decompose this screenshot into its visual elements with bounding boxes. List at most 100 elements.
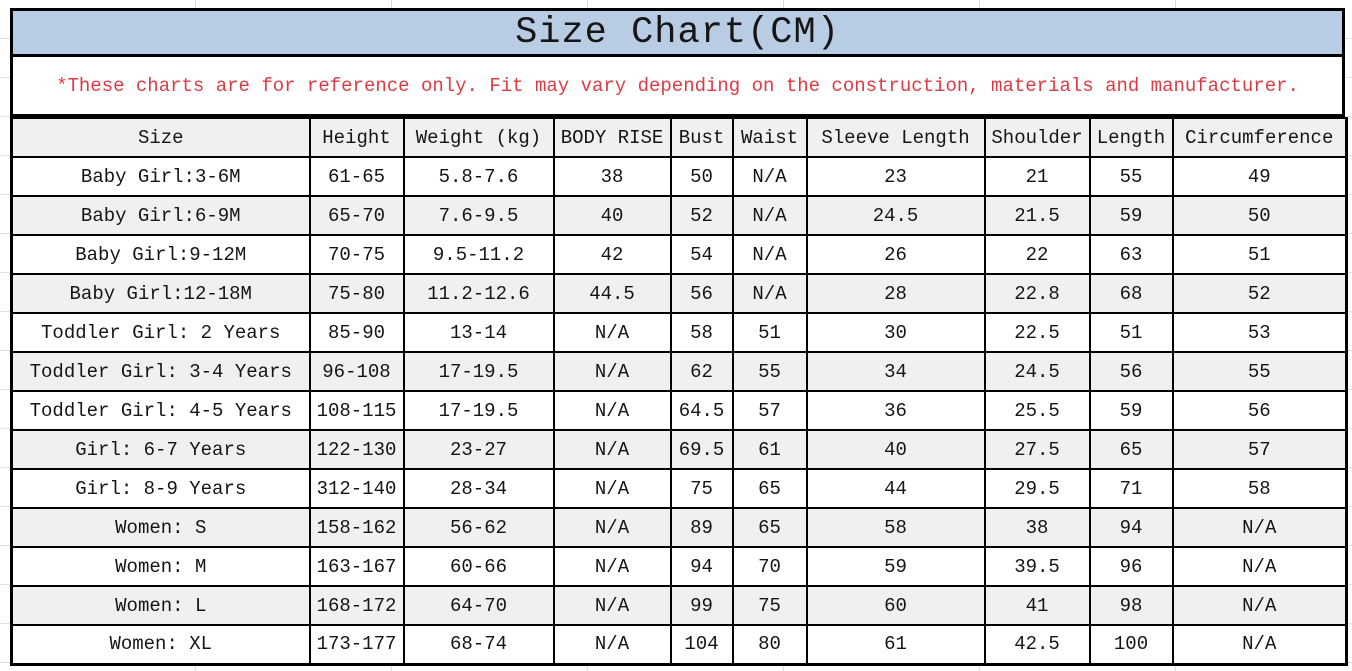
table-cell: N/A: [552, 390, 672, 431]
size-label-cell: Women: L: [10, 585, 311, 626]
table-cell: 62: [669, 351, 734, 392]
table-row: Women: M 163-167 60-66 N/A 94 70 59 39.5 96 N/A: [10, 546, 1348, 587]
column-header: Sleeve Length: [805, 117, 986, 158]
table-cell: 56: [669, 273, 734, 314]
size-label-cell: Women: XL: [10, 624, 311, 665]
table-cell: N/A: [1171, 585, 1348, 626]
table-cell: N/A: [552, 624, 672, 665]
table-cell: 59: [805, 546, 986, 587]
table-cell: 60-66: [402, 546, 555, 587]
table-cell: 61: [731, 429, 808, 470]
table-cell: 34: [805, 351, 986, 392]
column-header: Length: [1088, 117, 1174, 158]
table-cell: 89: [669, 507, 734, 548]
table-cell: 58: [805, 507, 986, 548]
table-cell: 65: [1088, 429, 1174, 470]
table-cell: 65: [731, 507, 808, 548]
column-header: BODY RISE: [552, 117, 672, 158]
table-cell: 65: [731, 468, 808, 509]
table-row: Women: XL 173-177 68-74 N/A 104 80 61 42.5 100 N/…: [10, 624, 1348, 665]
table-cell: 70: [731, 546, 808, 587]
table-cell: 55: [1171, 351, 1348, 392]
table-cell: 23: [805, 156, 986, 197]
table-cell: 50: [1171, 195, 1348, 236]
table-cell: 24.5: [805, 195, 986, 236]
column-header: Height: [308, 117, 405, 158]
table-cell: 65-70: [308, 195, 405, 236]
table-cell: 26: [805, 234, 986, 275]
table-cell: 75: [669, 468, 734, 509]
size-label-cell: Women: M: [10, 546, 311, 587]
table-cell: 69.5: [669, 429, 734, 470]
table-cell: 24.5: [983, 351, 1091, 392]
column-header: Bust: [669, 117, 734, 158]
size-label-cell: Toddler Girl: 4-5 Years: [10, 390, 311, 431]
table-row: Baby Girl:6-9M 65-70 7.6-9.5 40 52 N/A 24.5 21.…: [10, 195, 1348, 236]
table-cell: 39.5: [983, 546, 1091, 587]
size-label-cell: Girl: 6-7 Years: [10, 429, 311, 470]
table-cell: 56-62: [402, 507, 555, 548]
table-cell: N/A: [1171, 507, 1348, 548]
title-bar: Size Chart(CM): [10, 8, 1345, 57]
table-cell: N/A: [552, 429, 672, 470]
table-cell: 96-108: [308, 351, 405, 392]
table-row: Baby Girl:9-12M 70-75 9.5-11.2 42 54 N/A 26 22 6…: [10, 234, 1348, 275]
table-cell: 42: [552, 234, 672, 275]
size-label-cell: Baby Girl:6-9M: [10, 195, 311, 236]
table-cell: N/A: [731, 156, 808, 197]
table-cell: 80: [731, 624, 808, 665]
table-cell: 49: [1171, 156, 1348, 197]
table-cell: 108-115: [308, 390, 405, 431]
table-cell: 68: [1088, 273, 1174, 314]
table-cell: 70-75: [308, 234, 405, 275]
table-cell: 25.5: [983, 390, 1091, 431]
table-cell: 85-90: [308, 312, 405, 353]
table-cell: 55: [1088, 156, 1174, 197]
table-cell: N/A: [552, 585, 672, 626]
table-cell: 168-172: [308, 585, 405, 626]
table-row: Toddler Girl: 3-4 Years 96-108 17-19.5 N/A 6…: [10, 351, 1348, 392]
size-label-cell: Women: S: [10, 507, 311, 548]
table-cell: N/A: [552, 507, 672, 548]
table-cell: 163-167: [308, 546, 405, 587]
table-cell: 36: [805, 390, 986, 431]
table-row: Women: L 168-172 64-70 N/A 99 75 60 41 98 N/A: [10, 585, 1348, 626]
table-row: Baby Girl:3-6M 61-65 5.8-7.6 38 50 N/A 23 21 55 4…: [10, 156, 1348, 197]
table-cell: 56: [1171, 390, 1348, 431]
size-label-cell: Girl: 8-9 Years: [10, 468, 311, 509]
table-row: Girl: 8-9 Years 312-140 28-34 N/A 75 65 44 29.5…: [10, 468, 1348, 509]
table-cell: 94: [669, 546, 734, 587]
table-cell: 59: [1088, 195, 1174, 236]
table-cell: 158-162: [308, 507, 405, 548]
table-cell: 52: [1171, 273, 1348, 314]
table-cell: 22.8: [983, 273, 1091, 314]
table-header-row: Size Height Weight (kg) BODY RISE Bust Waist S…: [10, 117, 1348, 158]
table-cell: 11.2-12.6: [402, 273, 555, 314]
table-cell: 28: [805, 273, 986, 314]
table-cell: 64.5: [669, 390, 734, 431]
table-cell: N/A: [1171, 546, 1348, 587]
column-header: Waist: [731, 117, 808, 158]
table-row: Girl: 6-7 Years 122-130 23-27 N/A 69.5 61 40 27…: [10, 429, 1348, 470]
table-cell: 68-74: [402, 624, 555, 665]
table-cell: 59: [1088, 390, 1174, 431]
size-chart-table: Size Height Weight (kg) BODY RISE Bust Waist S…: [10, 117, 1348, 666]
page-title: Size Chart(CM): [515, 11, 840, 54]
disclaimer-banner: *These charts are for reference only. Fi…: [10, 57, 1345, 117]
size-label-cell: Baby Girl:9-12M: [10, 234, 311, 275]
size-label-cell: Toddler Girl: 3-4 Years: [10, 351, 311, 392]
table-cell: 9.5-11.2: [402, 234, 555, 275]
table-cell: 56: [1088, 351, 1174, 392]
table-cell: 38: [552, 156, 672, 197]
table-cell: 71: [1088, 468, 1174, 509]
table-cell: 94: [1088, 507, 1174, 548]
table-cell: 64-70: [402, 585, 555, 626]
table-cell: 17-19.5: [402, 390, 555, 431]
table-cell: N/A: [552, 312, 672, 353]
table-cell: 99: [669, 585, 734, 626]
table-cell: 40: [552, 195, 672, 236]
size-chart-sheet: Size Chart(CM) *These charts are for ref…: [10, 8, 1348, 666]
table-cell: 61-65: [308, 156, 405, 197]
table-cell: 104: [669, 624, 734, 665]
column-header: Weight (kg): [402, 117, 555, 158]
